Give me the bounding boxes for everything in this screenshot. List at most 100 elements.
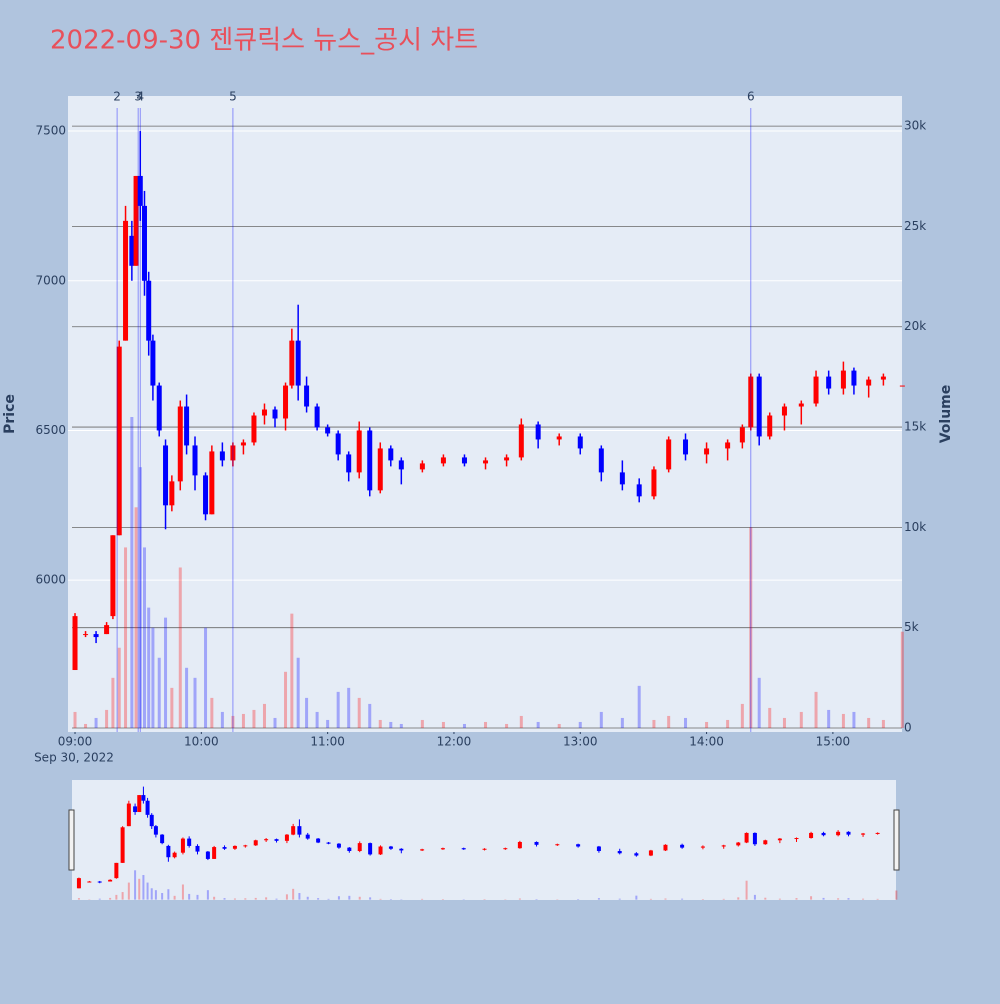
mini-candle-body <box>822 833 826 835</box>
mini-candle-body <box>285 835 289 841</box>
candle-body <box>578 436 583 448</box>
candle-body <box>346 454 351 472</box>
mini-volume-bar <box>265 897 267 899</box>
candle-body <box>826 377 831 389</box>
candle-body <box>683 439 688 454</box>
candle-body <box>325 427 330 433</box>
candle-body <box>289 341 294 386</box>
y2-tick-label: 10k <box>904 520 926 534</box>
mini-candle-body <box>753 833 757 844</box>
candle-body <box>388 448 393 460</box>
mini-volume-bar <box>109 898 111 900</box>
volume-bar <box>130 417 133 728</box>
volume-bar <box>882 720 885 728</box>
mini-volume-bar <box>369 897 371 899</box>
mini-candle-body <box>187 839 191 846</box>
y-tick-label: 6500 <box>35 423 66 437</box>
volume-bar <box>368 704 371 728</box>
mini-volume-bar <box>862 899 864 900</box>
volume-bar <box>185 668 188 728</box>
candle-body <box>241 442 246 445</box>
candle-body <box>881 377 886 380</box>
volume-bar <box>347 688 350 728</box>
candle-body <box>209 451 214 514</box>
x-tick-label: 12:00 <box>437 735 472 749</box>
candle-body <box>740 427 745 442</box>
candle-body <box>296 341 301 386</box>
volume-bar <box>705 722 708 728</box>
mini-candle-body <box>503 848 507 849</box>
mini-candle-body <box>87 882 91 883</box>
volume-bar <box>194 678 197 728</box>
candle-body <box>462 457 467 463</box>
volume-bar <box>867 718 870 728</box>
mini-candle-body <box>98 882 102 883</box>
volume-bar <box>274 718 277 728</box>
volume-bar <box>442 722 445 728</box>
mini-candle-body <box>597 846 601 851</box>
candle-body <box>146 281 151 341</box>
volume-bar <box>263 704 266 728</box>
candle-body <box>851 371 856 386</box>
candle-body <box>504 457 509 460</box>
candle-body <box>557 436 562 439</box>
mini-candle-body <box>535 842 539 845</box>
mini-volume-bar <box>519 898 521 899</box>
mini-candle-body <box>576 844 580 846</box>
volume-bar <box>379 720 382 728</box>
mini-volume-bar <box>796 898 798 900</box>
volume-bar <box>95 718 98 728</box>
mini-candle-body <box>763 840 767 844</box>
candle-body <box>841 371 846 389</box>
candle-body <box>725 442 730 448</box>
candle-body <box>620 472 625 484</box>
mini-candle-body <box>154 826 158 834</box>
candle-body <box>378 448 383 490</box>
mini-candle-body <box>347 848 351 851</box>
candle-body <box>273 410 278 419</box>
volume-bar <box>484 722 487 728</box>
range-slider[interactable] <box>72 780 896 900</box>
volume-bar <box>151 628 154 728</box>
candle-body <box>203 475 208 514</box>
range-handle[interactable] <box>69 810 74 870</box>
volume-bar <box>337 692 340 728</box>
mini-candle-body <box>379 846 383 854</box>
volume-bar <box>389 722 392 728</box>
mini-volume-bar <box>723 899 725 900</box>
volume-bar <box>84 724 87 728</box>
mini-volume-bar <box>161 893 163 900</box>
volume-bar <box>179 567 182 728</box>
mini-volume-bar <box>877 899 879 900</box>
candle-body <box>184 407 189 446</box>
mini-volume-bar <box>213 897 215 900</box>
volume-bar <box>638 686 641 728</box>
volume-bar <box>221 712 224 728</box>
mini-volume-bar <box>78 898 80 900</box>
chart-title: 2022-09-30 젠큐릭스 뉴스_공시 차트 <box>50 26 478 56</box>
volume-bar <box>505 724 508 728</box>
mini-volume-bar <box>298 893 300 900</box>
candle-body <box>704 448 709 454</box>
mini-volume-bar <box>115 895 117 900</box>
y-tick-label: 6000 <box>35 573 66 587</box>
y-tick-label: 7500 <box>35 124 66 138</box>
mini-candle-body <box>618 851 622 853</box>
mini-volume-bar <box>390 899 392 900</box>
volume-bar <box>842 714 845 728</box>
mini-volume-bar <box>182 884 184 899</box>
mini-volume-bar <box>292 889 294 900</box>
volume-bar <box>252 710 255 728</box>
candle-body <box>651 469 656 496</box>
mini-candle-body <box>108 880 112 882</box>
volume-bar <box>297 658 300 728</box>
mini-volume-bar <box>255 898 257 900</box>
mini-volume-bar <box>276 899 278 900</box>
mini-candle-body <box>264 839 268 840</box>
range-handle[interactable] <box>894 810 899 870</box>
mini-candle-body <box>745 833 749 843</box>
mini-candle-body <box>722 845 726 846</box>
mini-candle-body <box>291 826 295 834</box>
candle-body <box>157 386 162 431</box>
mini-candle-body <box>555 844 559 845</box>
